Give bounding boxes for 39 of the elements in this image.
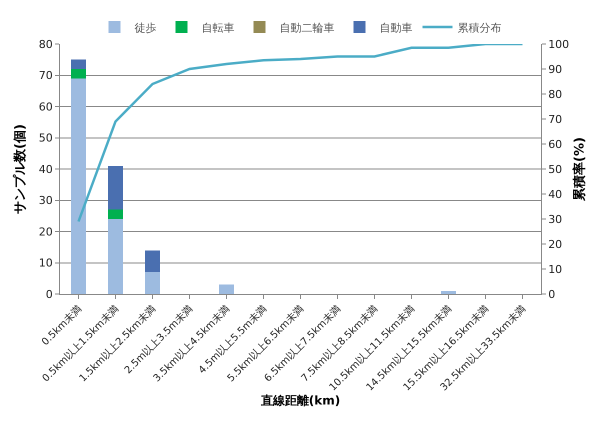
bar [145, 272, 160, 294]
x-axis-title: 直線距離(km) [260, 393, 340, 408]
y2-axis-title: 累積率(%) [572, 137, 588, 202]
y2-tick-label: 60 [548, 138, 562, 151]
bar [145, 250, 160, 272]
y-tick-label: 60 [38, 100, 53, 114]
y-axis-title: サンプル数(個) [12, 124, 28, 214]
bar [71, 69, 86, 78]
bar [108, 219, 123, 294]
y2-tick-label: 30 [548, 212, 562, 226]
y2-tick-label: 10 [548, 262, 562, 276]
bar [71, 60, 86, 69]
y2-tick-label: 80 [548, 88, 562, 101]
line-series [77, 44, 524, 223]
bar [219, 284, 234, 294]
bar [108, 210, 123, 219]
y-tick-label: 40 [38, 162, 53, 176]
legend-label: 自動車 [380, 21, 412, 34]
bar [108, 166, 123, 210]
legend-label: 自動二輪車 [280, 21, 334, 34]
y-tick-label: 20 [38, 225, 53, 238]
y-tick-label: 10 [38, 256, 53, 270]
y-tick-label: 30 [38, 194, 53, 208]
y-tick-label: 70 [38, 69, 53, 82]
bar [71, 78, 86, 294]
y2-tick-label: 40 [548, 188, 562, 201]
legend-label: 徒歩 [134, 21, 156, 34]
y2-tick-label: 90 [548, 62, 562, 76]
legend-label: 累積分布 [458, 21, 502, 34]
y2-tick-label: 50 [548, 162, 562, 176]
y2-tick-label: 0 [548, 288, 556, 301]
legend-label: 自転車 [202, 21, 234, 34]
y2-tick-label: 70 [548, 112, 562, 126]
y2-tick-label: 100 [548, 38, 570, 51]
y-tick-label: 0 [46, 288, 53, 301]
y2-tick-label: 20 [548, 238, 562, 251]
y-tick-label: 50 [38, 132, 53, 145]
y-tick-label: 80 [38, 38, 53, 51]
bar [441, 290, 456, 294]
